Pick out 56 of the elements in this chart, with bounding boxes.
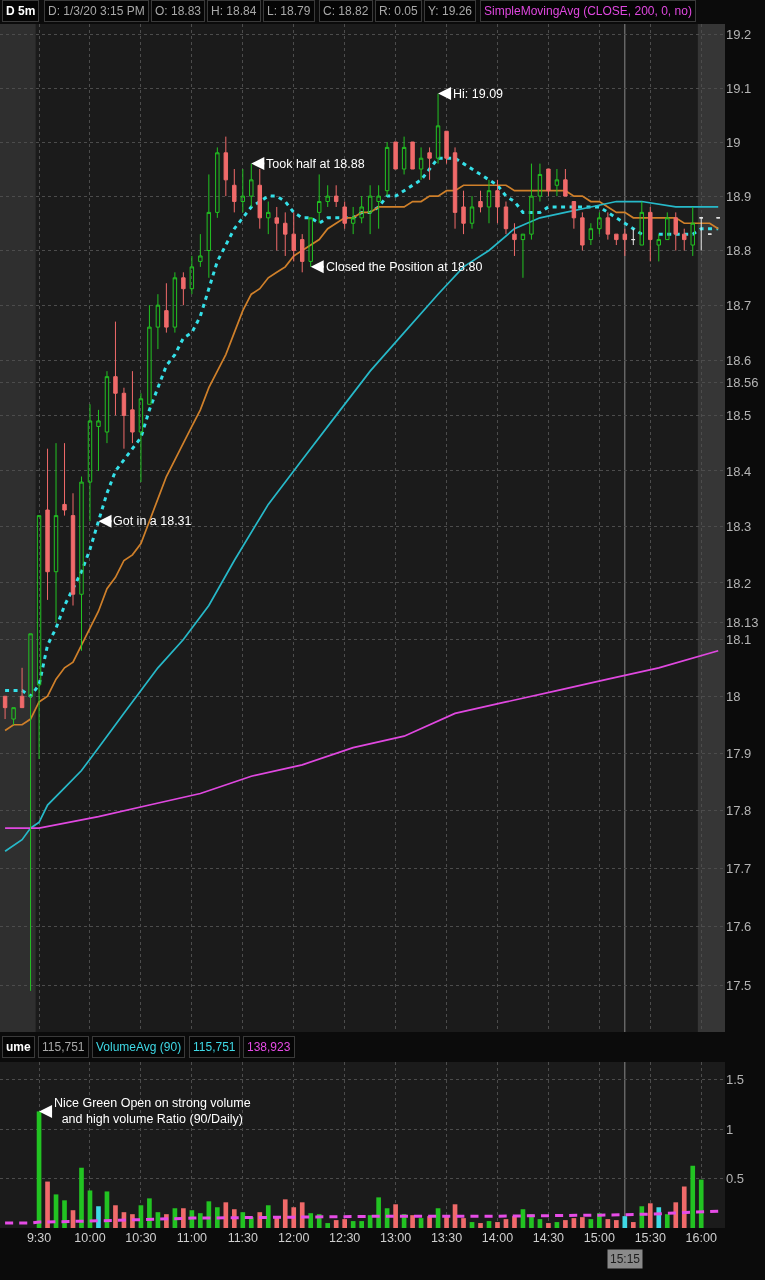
text: 115,751 [42, 1040, 85, 1054]
y-tick-label: 0.5 [726, 1171, 745, 1187]
y-tick-label: 18.8 [726, 243, 752, 259]
text: SimpleMovingAvg (CLOSE, 200, 0, no) [484, 4, 692, 18]
y-tick-label: 17.8 [726, 803, 752, 819]
y-tick-label: 18.56 [726, 374, 759, 390]
x-tick-label: 15:00 [583, 1230, 616, 1245]
y-tick-label: 18.9 [726, 188, 752, 204]
text: C: 18.82 [323, 4, 369, 18]
y-tick-label: 17.7 [726, 861, 752, 877]
x-tick-label: 13:00 [379, 1230, 412, 1245]
y-tick-label: 18 [726, 688, 741, 704]
y-tick-label: 19.2 [726, 27, 752, 43]
x-tick-label: 16:00 [685, 1230, 717, 1245]
y-tick-label: 18.13 [726, 615, 759, 631]
y-tick-label: 1.5 [726, 1072, 745, 1088]
text: L: 18.79 [267, 4, 311, 18]
x-tick-label: 12:30 [329, 1230, 361, 1245]
y-tick-label: 19 [726, 134, 741, 150]
x-tick-label: 10:30 [125, 1230, 157, 1245]
y-tick-label: 18.7 [726, 297, 752, 313]
text: D 5m [6, 4, 36, 18]
x-tick-label: 14:30 [532, 1230, 565, 1245]
y-tick-label: 17.5 [726, 977, 752, 993]
x-tick-label: 9:30 [26, 1230, 52, 1245]
x-tick-label: 12:00 [278, 1230, 310, 1245]
y-tick-label: 18.2 [726, 575, 752, 591]
x-tick-label: 10:00 [74, 1230, 106, 1245]
annotation: Got in a 18.31 [113, 514, 192, 528]
text: ume [6, 1040, 31, 1054]
y-tick-label: 18.1 [726, 632, 752, 648]
y-tick-label: 18.5 [726, 407, 752, 423]
annotation: Nice Green Open on strong volume and high volume Ratio (90/Daily) [54, 1096, 251, 1127]
x-tick-label: 13:30 [430, 1230, 463, 1245]
text: O: 18.83 [155, 4, 202, 18]
text: D: 1/3/20 3:15 PM [48, 4, 145, 18]
text: VolumeAvg (90) [96, 1040, 182, 1054]
annotation: Hi: 19.09 [453, 87, 504, 101]
x-tick-label: 15:30 [634, 1230, 666, 1245]
x-tick-label: 11:00 [176, 1230, 208, 1245]
text: Y: 19.26 [428, 4, 473, 18]
text: 115,751 [193, 1040, 236, 1054]
y-tick-label: 18.4 [726, 463, 752, 479]
x-tick-label: 11:30 [227, 1230, 259, 1245]
y-tick-label: 18.3 [726, 519, 752, 535]
ref-line-label: 15:15 [610, 1252, 641, 1266]
text: H: 18.84 [211, 4, 257, 18]
text: 138,923 [247, 1040, 291, 1054]
y-tick-label: 17.6 [726, 919, 752, 935]
y-tick-label: 19.1 [726, 80, 752, 96]
y-tick-label: 17.9 [726, 745, 752, 761]
annotation: Took half at 18.88 [266, 157, 365, 171]
y-tick-label: 1 [726, 1121, 734, 1137]
text: R: 0.05 [379, 4, 419, 18]
x-tick-label: 14:00 [481, 1230, 514, 1245]
y-tick-label: 18.6 [726, 352, 752, 368]
